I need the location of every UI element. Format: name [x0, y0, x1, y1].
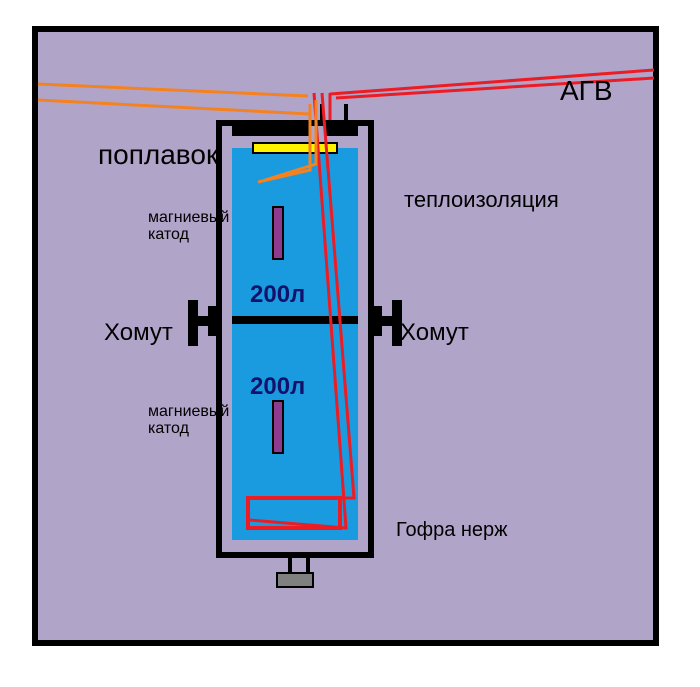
insulation-label: теплоизоляция [404, 188, 559, 211]
cathode-label-upper: магниевый катод [148, 210, 229, 244]
corrugated-label: Гофра нерж [396, 520, 508, 541]
float-label: поплавок [98, 140, 218, 169]
agv-label: АГВ [560, 76, 613, 105]
cathode-label-lower: магниевый катод [148, 404, 229, 438]
volume-label-lower: 200л [250, 374, 305, 399]
clamp-label-right: Хомут [400, 320, 469, 345]
clamp-label-left: Хомут [104, 320, 173, 345]
volume-label-upper: 200л [250, 282, 305, 307]
